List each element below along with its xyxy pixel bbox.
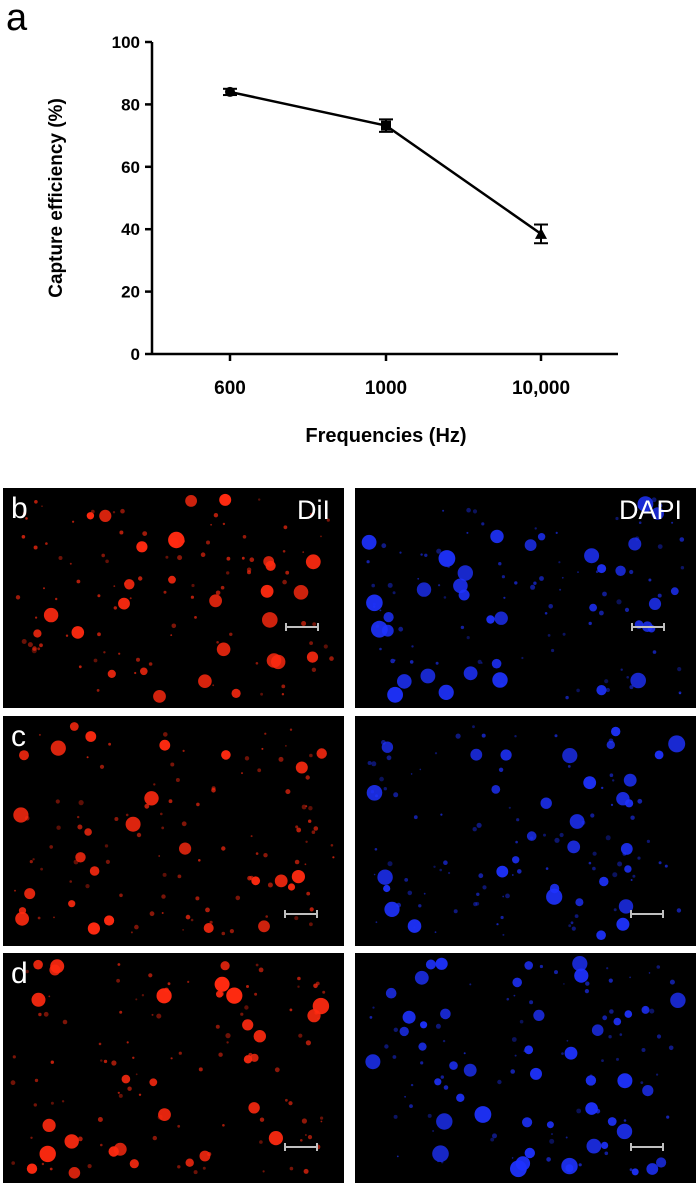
dil-cells-b	[15, 493, 334, 703]
panel-d-dapi	[355, 953, 696, 1183]
panel-b-dapi: DAPI	[355, 488, 696, 708]
series-polyline	[229, 90, 542, 235]
data-point	[225, 86, 235, 97]
y-tick-label: 80	[121, 95, 140, 114]
dapi-nuclei-b	[361, 496, 685, 703]
panel-letter-b: b	[11, 492, 28, 525]
data-point	[535, 227, 547, 239]
y-axis-label: Capture efficiency (%)	[46, 98, 67, 298]
dapi-label: DAPI	[618, 495, 682, 525]
y-tick-label: 100	[112, 33, 140, 52]
dil-cells-c	[13, 722, 335, 936]
x-axis-label: Frequencies (Hz)	[305, 425, 466, 447]
y-tick-label: 20	[121, 283, 140, 302]
scale-bar	[284, 1143, 318, 1151]
panel-letter-d: d	[11, 957, 28, 990]
figure-label-a: a	[6, 0, 28, 39]
x-tick-label: 1000	[365, 378, 407, 399]
y-tick-label: 0	[131, 345, 140, 364]
scale-bar	[630, 1143, 664, 1151]
scale-bar	[284, 910, 318, 918]
panel-b-dil: b DiI	[3, 488, 344, 708]
panel-letter-c: c	[11, 720, 26, 753]
y-axis: 0 20 40 60 80 100	[112, 33, 154, 364]
capture-efficiency-chart: 0 20 40 60 80 100 600 1000 10,000 Capture effic…	[46, 33, 618, 447]
dil-label: DiI	[297, 495, 330, 525]
x-axis: 600 1000 10,000	[152, 352, 618, 399]
panel-d-dil: d	[3, 953, 344, 1183]
x-tick-label: 10,000	[512, 378, 570, 399]
scale-bar	[630, 910, 664, 918]
dil-cells-d	[10, 959, 330, 1179]
y-tick-label: 60	[121, 158, 140, 177]
series-line	[223, 86, 548, 245]
panel-c-dil: c	[3, 716, 344, 946]
dapi-nuclei-d	[365, 956, 686, 1178]
scale-bar	[631, 623, 665, 631]
y-tick-label: 40	[121, 220, 140, 239]
panel-c-dapi	[355, 716, 696, 946]
data-point	[381, 120, 391, 131]
dapi-nuclei-c	[366, 725, 686, 940]
scale-bar	[285, 623, 319, 631]
x-tick-label: 600	[214, 378, 246, 399]
